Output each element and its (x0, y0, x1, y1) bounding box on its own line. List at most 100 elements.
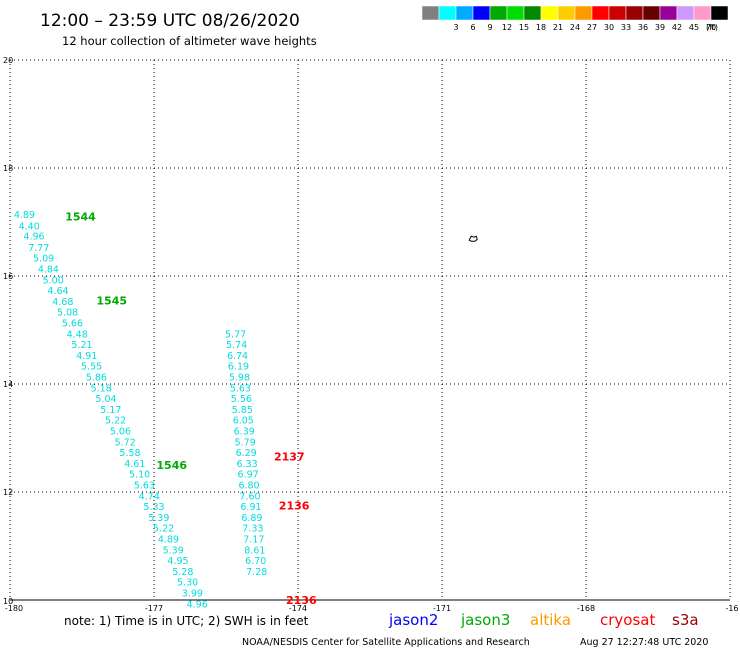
swh-value-label: 4.96 (23, 232, 44, 243)
track-labels: 1544 1545 1546 2137 2136 2136 (65, 211, 317, 607)
legend-swatch-label: 24 (570, 23, 580, 32)
swh-value-label: 5.04 (95, 394, 116, 405)
pass-number-label: 2137 (274, 450, 305, 463)
swh-value-label: 5.08 (57, 308, 78, 319)
swh-value-label: 5.21 (71, 340, 92, 351)
swh-value-label: 5.77 (225, 329, 246, 340)
legend-swatch-label: 18 (536, 23, 546, 32)
x-tick-label: -177 (145, 604, 163, 613)
swh-value-label: 4.89 (158, 535, 179, 546)
swh-value-label: 4.48 (67, 329, 88, 340)
swh-value-label: 5.17 (100, 405, 121, 416)
legend-swatch (591, 5, 610, 21)
swh-value-label: 6.97 (238, 470, 259, 481)
pass-number-label: 1544 (65, 211, 96, 224)
swh-value-label: 7.33 (242, 524, 263, 535)
legend-swatch (506, 5, 525, 21)
swh-value-label: 6.80 (238, 481, 259, 492)
pass-number-label: 1546 (156, 459, 187, 472)
swh-value-label: 6.39 (234, 427, 255, 438)
swh-value-label: 4.68 (52, 297, 73, 308)
swh-value-label: 8.61 (244, 545, 265, 556)
legend-swatch-label: 70 (706, 23, 716, 32)
chart-title: 12:00 – 23:59 UTC 08/26/2020 (40, 11, 300, 31)
legend-swatch-label: 42 (672, 23, 682, 32)
legend-unit: (ft) (706, 23, 718, 32)
y-tick-label: 16 (3, 272, 13, 281)
island-outline-path (468, 235, 478, 242)
swh-value-label: 5.22 (105, 416, 126, 427)
legend-swatch (438, 5, 457, 21)
legend-swatch-label: 27 (587, 23, 597, 32)
legend-swatch (421, 5, 440, 21)
legend-swatch (455, 5, 474, 21)
swh-value-label: 4.84 (38, 265, 59, 276)
swh-value-label: 5.22 (153, 524, 174, 535)
swh-value-label: 7.60 (239, 491, 260, 502)
legend-swatch-label: 3 (453, 23, 458, 32)
tick-labels: -180 -177 -174 -171 -168 -16 10 12 14 16 18 20 (3, 56, 739, 613)
swh-value-label: 3.99 (182, 589, 203, 600)
x-tick-label: -171 (433, 604, 451, 613)
legend-swatch-label: 45 (689, 23, 699, 32)
legend-swatch-label: 39 (655, 23, 665, 32)
legend-swatch (523, 5, 542, 21)
swh-value-label: 5.09 (33, 254, 54, 265)
swh-value-label: 5.63 (134, 481, 155, 492)
swh-value-label: 5.58 (119, 448, 140, 459)
pass-number-label: 1545 (96, 294, 127, 307)
legend-swatch (642, 5, 661, 21)
legend-swatch-label: 21 (553, 23, 563, 32)
pass-number-label: 2136 (286, 594, 317, 607)
x-tick-label: -174 (289, 604, 307, 613)
swh-value-label: 6.70 (245, 556, 266, 567)
swh-value-label: 5.72 (115, 437, 136, 448)
pass-number-label: 2136 (279, 500, 310, 513)
legend-swatch-label: 36 (638, 23, 648, 32)
legend-swatch (693, 5, 712, 21)
footer-timestamp: Aug 27 12:27:48 UTC 2020 (580, 637, 708, 648)
footer-note: note: 1) Time is in UTC; 2) SWH is in fe… (64, 614, 309, 628)
footer-credit: NOAA/NESDIS Center for Satellite Applica… (242, 637, 530, 648)
legend-swatch (625, 5, 644, 21)
legend-swatch (659, 5, 678, 21)
x-tick-label: -16 (725, 604, 738, 613)
swh-value-label: 5.39 (148, 513, 169, 524)
legend-swatch-label: 15 (519, 23, 529, 32)
swh-value-label: 6.05 (233, 416, 254, 427)
y-tick-label: 14 (3, 380, 13, 389)
swh-value-label: 5.86 (86, 373, 107, 384)
x-tick-label: -168 (577, 604, 595, 613)
swh-value-label: 5.06 (110, 427, 131, 438)
legend-swatch (472, 5, 491, 21)
legend-swatch (557, 5, 576, 21)
swh-value-label: 4.61 (124, 459, 145, 470)
satellite-legend: jason2 jason3 altika cryosat s3a (388, 611, 699, 629)
swh-value-label: 6.19 (228, 362, 249, 373)
legend-swatch-label: 12 (502, 23, 512, 32)
satellite-legend-jason3: jason3 (460, 611, 510, 629)
y-tick-label: 12 (3, 488, 13, 497)
swh-value-label: 5.66 (62, 319, 83, 330)
legend-swatch-label: 30 (604, 23, 614, 32)
gridlines (9, 59, 731, 600)
legend-swatch (489, 5, 508, 21)
swh-value-label: 5.33 (143, 502, 164, 513)
x-tick-label: -180 (5, 604, 23, 613)
legend-swatch (676, 5, 695, 21)
swh-value-label: 5.79 (235, 437, 256, 448)
legend-swatch-label: 33 (621, 23, 631, 32)
swh-value-label: 4.96 (187, 599, 208, 610)
legend-swatch (540, 5, 559, 21)
swh-value-label: 6.91 (240, 502, 261, 513)
data-marks: 4.894.404.967.775.094.845.004.644.685.08… (14, 210, 267, 610)
swh-value-label: 7.77 (28, 243, 49, 254)
swh-value-label: 6.89 (241, 513, 262, 524)
satellite-legend-jason2: jason2 (388, 611, 438, 629)
swh-value-label: 7.17 (243, 535, 264, 546)
swh-value-label: 5.39 (163, 545, 184, 556)
swh-value-label: 5.55 (81, 362, 102, 373)
swh-value-label: 5.63 (230, 383, 251, 394)
swh-value-label: 5.30 (177, 578, 198, 589)
